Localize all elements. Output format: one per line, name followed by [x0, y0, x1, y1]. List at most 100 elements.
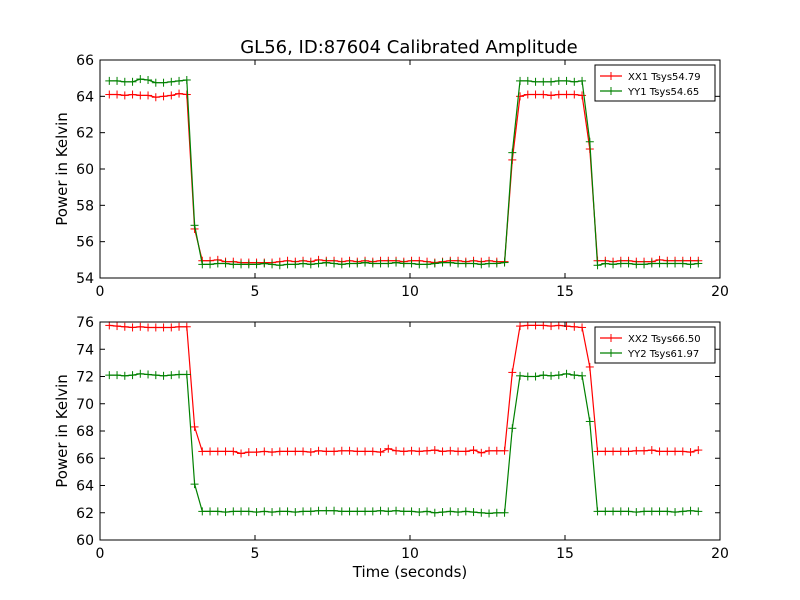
top-series-2-point [113, 76, 122, 85]
bottom-series-1-point [686, 448, 695, 457]
top-series-2-point [423, 260, 432, 269]
top-series-2-point [159, 78, 168, 87]
top-series-1-point [578, 91, 587, 100]
bottom-series-1-point [477, 448, 486, 457]
bottom-ytick-label: 70 [76, 397, 94, 413]
top-series-2-point [624, 259, 633, 268]
bottom-series-2-point [244, 507, 253, 516]
top-series-1-point [531, 90, 540, 99]
bottom-series-2-point [663, 507, 672, 516]
bottom-series-1-point [299, 447, 308, 456]
bottom-ytick-label: 74 [76, 342, 94, 358]
bottom-series-1-point [136, 322, 145, 331]
bottom-series-2-point [531, 372, 540, 381]
top-series-2-point [686, 260, 695, 269]
top-series-2-point [213, 259, 222, 268]
top-series-2-point [407, 259, 416, 268]
top-series-2-point [609, 260, 618, 269]
top-series-1-point [136, 91, 145, 100]
bottom-series-1-point [376, 448, 385, 457]
bottom-series-1-point [446, 446, 455, 455]
top-ytick-label: 58 [76, 198, 94, 214]
bottom-series-1-point [647, 446, 656, 455]
top-series-2-point [578, 76, 587, 85]
top-series-2-point [500, 258, 509, 267]
top-series-2-point [144, 75, 153, 84]
top-series-2-point [283, 260, 292, 269]
bottom-ytick-label: 76 [76, 315, 94, 331]
bottom-series-2-point [593, 507, 602, 516]
bottom-series-2-point [647, 507, 656, 516]
top-series-2-point [275, 261, 284, 270]
bottom-series-2-point [330, 506, 339, 515]
bottom-series-1-point [244, 448, 253, 457]
bottom-series-1-point [415, 447, 424, 456]
bottom-series-1-point [206, 447, 215, 456]
bottom-series-1-point [640, 446, 649, 455]
bottom-series-2-point [655, 507, 664, 516]
bottom-ytick-label: 66 [76, 451, 94, 467]
bottom-series-2-point [151, 371, 160, 380]
top-series-2-point [508, 148, 517, 157]
bottom-series-1-point [407, 446, 416, 455]
bottom-series-2-point [306, 507, 315, 516]
top-series-2-point [221, 259, 230, 268]
bottom-series-1-point [306, 448, 315, 457]
bottom-series-1-point [237, 449, 246, 458]
bottom-series-2-point [616, 507, 625, 516]
bottom-series-1-point [655, 447, 664, 456]
top-series-2-point [539, 77, 548, 86]
bottom-series-2-point [337, 507, 346, 516]
bottom-series-2-point [671, 508, 680, 517]
bottom-series-2-point [694, 507, 703, 516]
bottom-series-2-point [477, 508, 486, 517]
top-series-2-point [477, 260, 486, 269]
top-ytick-label: 54 [76, 271, 94, 287]
top-series-2-point [268, 260, 277, 269]
bottom-series-1-point [213, 447, 222, 456]
bottom-plot-ticks: 0 5 10 15 20 60 62 64 66 68 70 72 74 76 [76, 315, 729, 562]
bottom-legend-label-2: YY2 Tsys61.97 [627, 349, 699, 360]
top-series-2-point [647, 259, 656, 268]
bottom-series-1-point [167, 323, 176, 332]
bottom-series-1-point [601, 447, 610, 456]
top-series-2-point [694, 259, 703, 268]
top-series-2-point [640, 260, 649, 269]
bottom-series-2-point [392, 506, 401, 515]
bottom-series-1-point [221, 447, 230, 456]
bottom-series-1-point [268, 448, 277, 457]
top-xtick-label: 20 [711, 284, 729, 300]
bottom-series-2-point [469, 508, 478, 517]
bottom-plot-lines [105, 321, 703, 518]
bottom-legend-box [594, 326, 716, 364]
bottom-series-2-point [198, 507, 207, 516]
bottom-series-1-point [113, 322, 122, 331]
top-plot-lines [105, 75, 703, 270]
bottom-series-2-point [407, 507, 416, 516]
top-ytick-label: 60 [76, 162, 94, 178]
top-series-2-point [167, 77, 176, 86]
bottom-series-2-point [640, 507, 649, 516]
bottom-series-1-point [322, 447, 331, 456]
bottom-series-2-point [624, 507, 633, 516]
top-series-2-point [353, 259, 362, 268]
bottom-series-2-point [547, 371, 556, 380]
bottom-series-1-point [539, 321, 548, 330]
bottom-series-1-point [190, 422, 199, 431]
bottom-series-1-point [438, 447, 447, 456]
bottom-series-1-point [469, 446, 478, 455]
bottom-series-1-point [547, 322, 556, 331]
top-series-2-point [570, 77, 579, 86]
bottom-series-2-point [190, 480, 199, 489]
bottom-series-2-point [299, 507, 308, 516]
bottom-series-1-point [585, 362, 594, 371]
bottom-series-1-point [609, 447, 618, 456]
bottom-series-1-point [120, 322, 129, 331]
bottom-series-1-point [663, 447, 672, 456]
bottom-series-2-point [578, 371, 587, 380]
bottom-series-2-point [275, 507, 284, 516]
top-xtick-label: 5 [251, 284, 260, 300]
bottom-series-2-point [609, 507, 618, 516]
bottom-series-2-point [376, 506, 385, 515]
bottom-series-1-point [151, 323, 160, 332]
